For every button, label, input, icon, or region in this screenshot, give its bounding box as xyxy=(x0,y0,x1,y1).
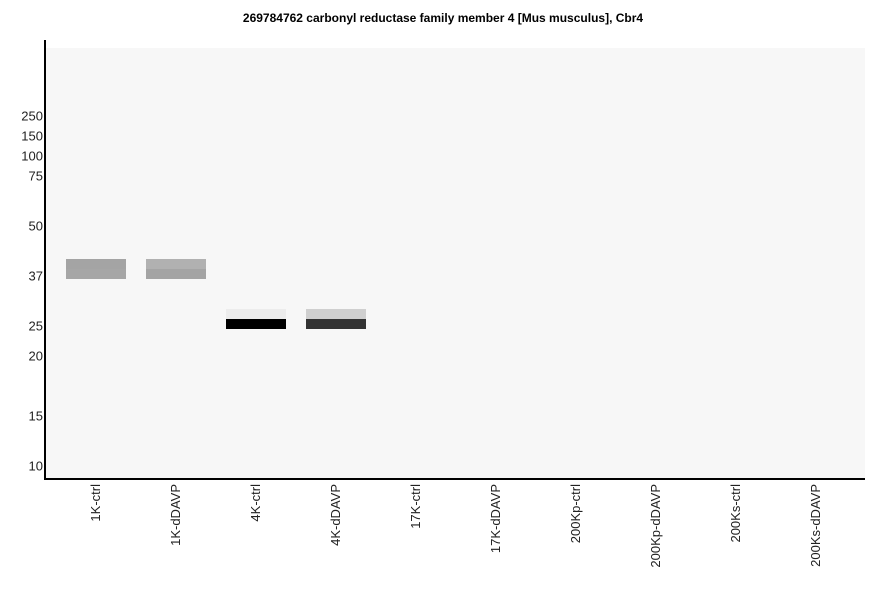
band-upper xyxy=(226,309,286,319)
lane-label: 200Kp-ctrl xyxy=(568,484,583,544)
band-upper xyxy=(306,309,366,319)
band-lower xyxy=(226,319,286,329)
y-tick-label: 100 xyxy=(21,148,43,164)
lane-label: 200Kp-dDAVP xyxy=(648,484,663,568)
lane-label: 17K-ctrl xyxy=(408,484,423,529)
lane-label: 1K-dDAVP xyxy=(168,484,183,546)
y-tick-label: 25 xyxy=(28,318,43,334)
y-tick-label: 37 xyxy=(28,268,43,284)
lane-label: 200Ks-dDAVP xyxy=(808,484,823,567)
y-tick-label: 10 xyxy=(28,458,43,474)
chart-title: 269784762 carbonyl reductase family memb… xyxy=(242,11,644,25)
y-tick-label: 15 xyxy=(28,408,43,424)
y-tick-label: 150 xyxy=(21,128,43,144)
lane-label: 1K-ctrl xyxy=(88,484,103,522)
lane-label: 17K-dDAVP xyxy=(488,484,503,554)
band-lower xyxy=(66,269,126,279)
x-axis xyxy=(44,478,865,480)
y-tick-label: 50 xyxy=(28,218,43,234)
y-axis xyxy=(44,40,46,480)
lane-label: 4K-dDAVP xyxy=(328,484,343,546)
band-lower xyxy=(146,269,206,279)
lane-label: 200Ks-ctrl xyxy=(728,484,743,543)
band-upper xyxy=(146,259,206,269)
band-upper xyxy=(66,259,126,269)
lane-label: 4K-ctrl xyxy=(248,484,263,522)
y-tick-label: 20 xyxy=(28,348,43,364)
y-tick-label: 250 xyxy=(21,108,43,124)
y-tick-label: 75 xyxy=(28,168,43,184)
band-lower xyxy=(306,319,366,329)
